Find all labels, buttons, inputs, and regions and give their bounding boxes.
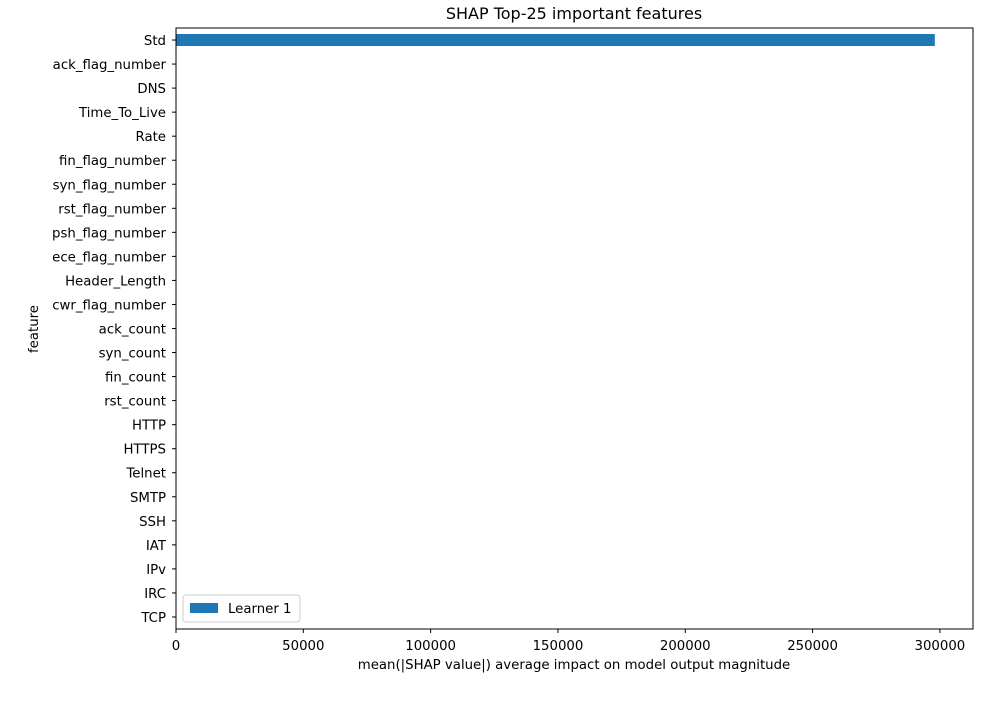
x-tick-label: 0 xyxy=(172,639,180,654)
y-tick-label: HTTPS xyxy=(124,443,166,458)
y-tick-label: SSH xyxy=(139,515,166,530)
x-tick-label: 150000 xyxy=(533,639,584,654)
bar-std xyxy=(176,34,935,47)
x-tick-label: 100000 xyxy=(405,639,456,654)
legend-box xyxy=(182,594,301,623)
y-tick-label: Std xyxy=(144,34,166,49)
x-axis: 0 50000 100000 150000 200000 250000 300000 xyxy=(172,629,966,654)
y-tick-label: ack_count xyxy=(99,323,166,338)
y-tick-label: TCP xyxy=(140,611,166,626)
y-tick-label: IRC xyxy=(144,587,166,602)
y-tick-label: SMTP xyxy=(130,491,166,506)
chart-title: SHAP Top-25 important features xyxy=(446,4,702,23)
x-tick-label: 50000 xyxy=(282,639,324,654)
y-axis: Std ack_flag_number DNS Time_To_Live Rate fin… xyxy=(52,34,176,626)
y-axis-label: feature xyxy=(27,305,42,353)
legend-swatch xyxy=(190,603,218,613)
legend: Learner 1 xyxy=(182,594,301,623)
x-tick-label: 200000 xyxy=(660,639,711,654)
x-tick-label: 250000 xyxy=(787,639,838,654)
y-tick-label: rst_flag_number xyxy=(58,202,166,217)
y-tick-label: Time_To_Live xyxy=(78,106,166,121)
y-tick-label: ack_flag_number xyxy=(53,58,167,73)
plot-frame xyxy=(175,27,974,630)
x-axis-label: mean(|SHAP value|) average impact on mod… xyxy=(358,658,790,673)
y-tick-label: Telnet xyxy=(125,467,166,482)
y-tick-label: IAT xyxy=(146,539,167,554)
y-tick-label: fin_flag_number xyxy=(59,154,166,169)
y-tick-label: IPv xyxy=(146,563,166,578)
y-tick-label: ece_flag_number xyxy=(52,250,166,265)
y-tick-label: fin_count xyxy=(105,371,166,386)
y-tick-label: cwr_flag_number xyxy=(52,298,166,313)
y-tick-label: rst_count xyxy=(104,395,166,410)
y-tick-label: syn_flag_number xyxy=(53,178,167,193)
legend-label: Learner 1 xyxy=(228,602,292,617)
y-tick-label: DNS xyxy=(137,82,166,97)
bars-layer xyxy=(176,34,935,47)
y-tick-label: Header_Length xyxy=(65,274,166,289)
y-tick-label: HTTP xyxy=(132,419,166,434)
y-tick-label: syn_count xyxy=(99,347,166,362)
y-tick-label: Rate xyxy=(136,130,167,145)
y-tick-label: psh_flag_number xyxy=(52,226,166,241)
x-tick-label: 300000 xyxy=(915,639,966,654)
